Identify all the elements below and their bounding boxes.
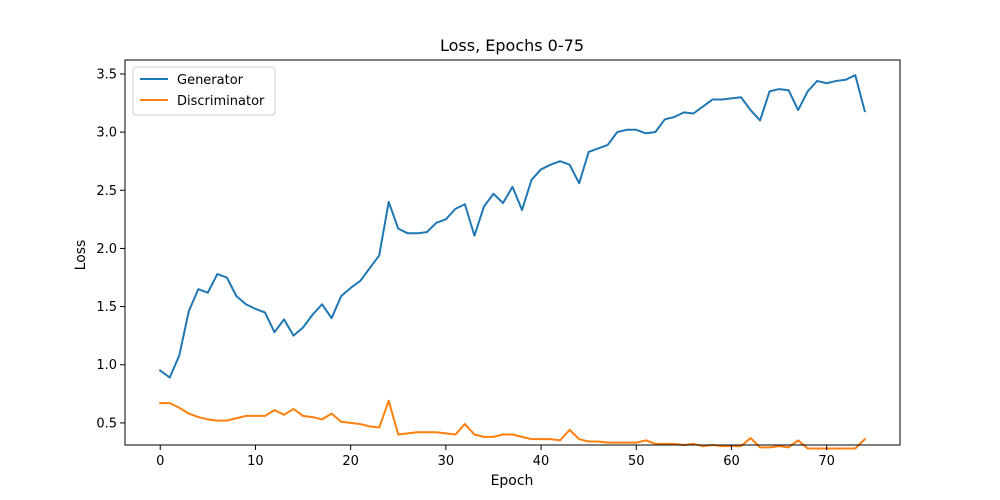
axes-frame [124,59,901,446]
legend-label-discriminator: Discriminator [177,94,265,109]
x-axis-label: Epoch [491,473,534,489]
x-tick-label: 50 [628,454,645,469]
y-tick-label: 3.5 [96,67,117,82]
y-axis-label: Loss [73,240,89,271]
y-tick-label: 1.5 [96,300,117,315]
x-tick-label: 30 [438,454,455,469]
series-line-discriminator [159,399,867,450]
series-line-generator [158,74,866,379]
y-tick-label: 1.0 [96,358,117,373]
legend-box [132,66,276,116]
legend: Generator Discriminator [132,66,276,116]
y-tick-label: 2.0 [96,242,117,257]
y-tick-label: 3.0 [96,126,117,141]
x-tick-label: 70 [818,454,835,469]
x-tick-label: 10 [247,454,264,469]
y-tick-label: 2.5 [96,184,117,199]
chart-title: Loss, Epochs 0-75 [440,36,584,55]
legend-label-generator: Generator [177,73,244,88]
x-tick-label: 40 [533,454,550,469]
x-tick-label: 0 [156,454,164,469]
y-tick-label: 0.5 [96,416,117,431]
x-tick-label: 20 [342,454,359,469]
plot-area: 0 10 20 30 40 50 60 70 0.5 1.0 1.5 2.0 2.5 3.0 3.5 [96,59,901,469]
x-tick-label: 60 [723,454,740,469]
